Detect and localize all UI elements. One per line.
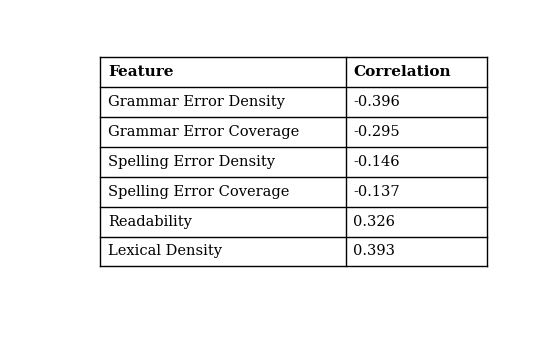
Text: Lexical Density: Lexical Density	[108, 244, 222, 258]
Text: -0.146: -0.146	[353, 155, 400, 169]
Text: Grammar Error Density: Grammar Error Density	[108, 95, 285, 109]
Text: -0.295: -0.295	[353, 125, 400, 139]
Text: -0.396: -0.396	[353, 95, 400, 109]
Text: Readability: Readability	[108, 215, 192, 229]
Text: Feature: Feature	[108, 65, 174, 79]
Text: Grammar Error Coverage: Grammar Error Coverage	[108, 125, 300, 139]
Text: -0.137: -0.137	[353, 185, 400, 199]
Text: Correlation: Correlation	[353, 65, 451, 79]
Text: Spelling Error Coverage: Spelling Error Coverage	[108, 185, 290, 199]
Text: Spelling Error Density: Spelling Error Density	[108, 155, 275, 169]
Text: 0.326: 0.326	[353, 215, 395, 229]
Text: 0.393: 0.393	[353, 244, 395, 258]
